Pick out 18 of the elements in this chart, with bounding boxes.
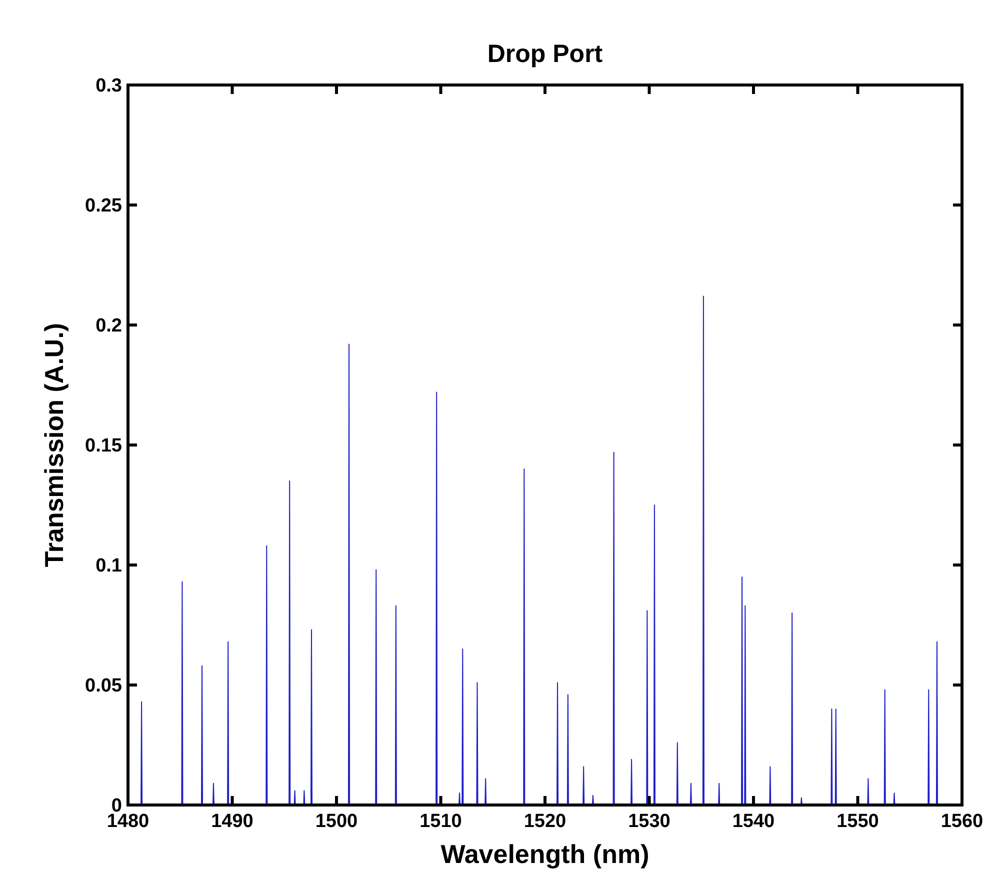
y-tick-label: 0.3 (96, 76, 122, 97)
x-tick-label: 1520 (524, 811, 566, 832)
x-tick-label: 1540 (732, 811, 775, 832)
x-tick-label: 1510 (420, 811, 462, 832)
y-tick-label: 0.15 (85, 436, 122, 457)
x-tick-label: 1530 (628, 811, 670, 832)
y-tick-label: 0.05 (85, 676, 122, 697)
y-tick-label: 0.25 (85, 196, 122, 217)
x-tick-label: 1490 (211, 811, 254, 832)
chart-title: Drop Port (487, 40, 604, 68)
y-tick-label: 0.2 (96, 316, 122, 337)
x-tick-label: 1560 (940, 811, 984, 832)
x-axis-title: Wavelength (nm) (440, 839, 650, 869)
x-tick-label: 1500 (315, 811, 358, 832)
line-series (140, 296, 938, 806)
y-tick-label: 0.1 (96, 556, 122, 577)
y-axis-title: Transmission (A.U.) (39, 322, 69, 568)
x-tick-label: 1550 (836, 811, 879, 832)
